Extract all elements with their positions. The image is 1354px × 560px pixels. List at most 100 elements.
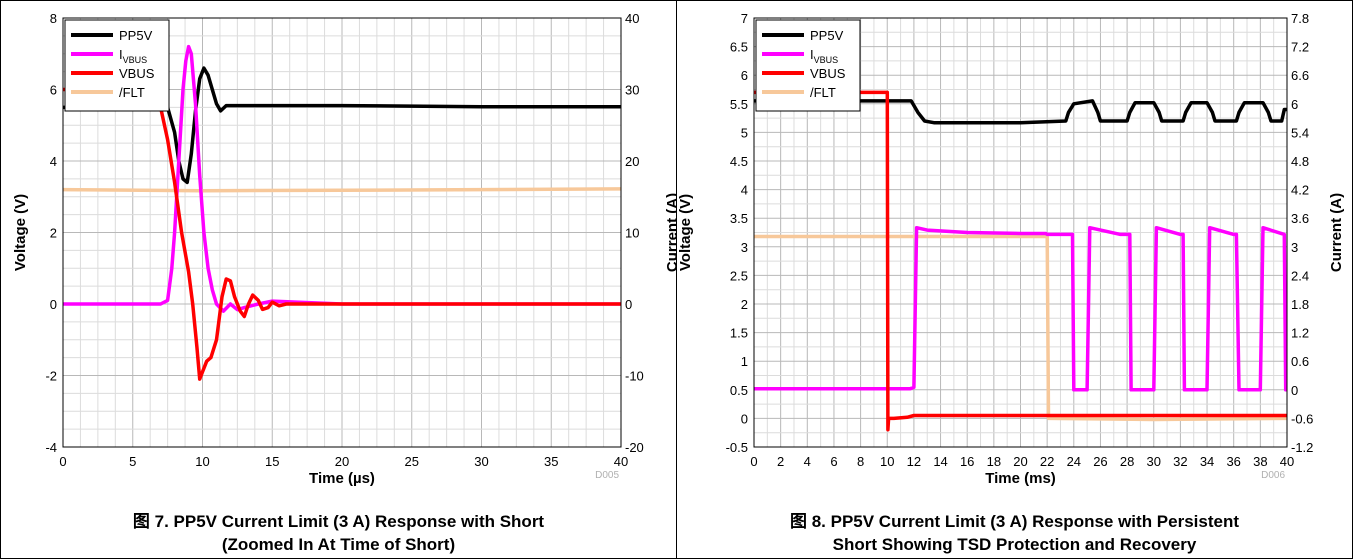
chart-7-ylabel-right: Current (A) xyxy=(664,193,678,272)
chart-8-ytick-right-label: -1.2 xyxy=(1291,440,1313,455)
chart-7-ytick-right-label: 40 xyxy=(625,11,639,26)
chart-8-xtick-label: 36 xyxy=(1226,454,1240,469)
chart-8-legend-label-vbus: VBUS xyxy=(810,66,846,81)
chart-8-ylabel-left: Voltage (V) xyxy=(677,194,694,271)
chart-7-ytick-left-label: -2 xyxy=(45,369,57,384)
caption-8-line-1: 图 8. PP5V Current Limit (3 A) Response w… xyxy=(789,512,1240,531)
chart-7-legend-label-main: I xyxy=(119,47,123,62)
chart-8-xtick-label: 12 xyxy=(907,454,921,469)
chart-7-series-group xyxy=(63,44,621,381)
chart-7-xtick-label: 40 xyxy=(614,454,628,469)
chart-8-series-pp5v-line xyxy=(754,99,1287,125)
chart-8-xtick-label: 6 xyxy=(830,454,837,469)
chart-7-ytick-right-label: -10 xyxy=(625,369,644,384)
chart-8-xtick-label: 24 xyxy=(1067,454,1081,469)
chart-8-xtick-label: 26 xyxy=(1093,454,1107,469)
chart-8-xtick-label: 0 xyxy=(750,454,757,469)
chart-7-ylabel-left: Voltage (V) xyxy=(12,194,29,271)
chart-8-xtick-label: 4 xyxy=(804,454,811,469)
chart-8-plot-border xyxy=(753,17,1288,448)
chart-7-ytick-right-label: 0 xyxy=(625,297,632,312)
chart-8-ytick-right-label: 0.6 xyxy=(1291,354,1309,369)
chart-7-legend-label-sub: VBUS xyxy=(123,55,148,65)
chart-7-series-flt-line xyxy=(63,187,621,193)
chart-8-ytick-right-label: 4.8 xyxy=(1291,154,1309,169)
chart-8-ytick-left-label: 0 xyxy=(741,411,748,426)
chart-7-ytick-right-label: -20 xyxy=(625,440,644,455)
chart-8-ytick-left-label: 6.5 xyxy=(730,40,748,55)
chart-7-id-text: D005 xyxy=(595,470,619,481)
chart-8-legend-label-main: I xyxy=(810,47,814,62)
chart-7-ytick-left-label: 2 xyxy=(50,226,57,241)
caption-8-line-2: Short Showing TSD Protection and Recover… xyxy=(832,535,1197,554)
chart-7-xtick-label: 5 xyxy=(129,454,136,469)
chart-7-xtick-label: 10 xyxy=(195,454,209,469)
chart-8-ytick-left-label: 6 xyxy=(741,68,748,83)
chart-7-ytick-right-label: 10 xyxy=(625,226,639,241)
chart-8-series-i-vbus-line xyxy=(754,225,1287,392)
chart-8-legend-label-flt: /FLT xyxy=(810,85,836,100)
chart-7: 0 5 10 15 20 25 30 35 40-4-202468-20-10010203040… xyxy=(12,11,678,487)
chart-8-xtick-label: 34 xyxy=(1200,454,1214,469)
chart-7-ytick-left-label: 8 xyxy=(50,11,57,26)
caption-8: 图 8. PP5V Current Limit (3 A) Response w… xyxy=(677,510,1352,556)
chart-8-ytick-right-label: 7.8 xyxy=(1291,11,1309,26)
chart-7-legend-label-flt: /FLT xyxy=(119,85,145,100)
chart-8-ytick-left-label: 4.5 xyxy=(730,154,748,169)
chart-8-xtick-label: 14 xyxy=(933,454,947,469)
chart-8-ytick-right-label: 5.4 xyxy=(1291,125,1309,140)
chart-7-legend-label-pp5v: PP5V xyxy=(119,28,153,43)
chart-7-ytick-left-label: 4 xyxy=(50,154,57,169)
chart-8-xlabel: Time (ms) xyxy=(985,470,1056,487)
chart-8-xtick-label: 40 xyxy=(1280,454,1294,469)
chart-8-xtick-label: 28 xyxy=(1120,454,1134,469)
chart-8-ytick-right-label: 3 xyxy=(1291,240,1298,255)
chart-8-xtick-label: 22 xyxy=(1040,454,1054,469)
chart-7-ytick-right-label: 20 xyxy=(625,154,639,169)
caption-7-line-1: 图 7. PP5V Current Limit (3 A) Response w… xyxy=(132,512,545,531)
chart-8-ytick-left-label: 1 xyxy=(741,354,748,369)
chart-7-ytick-right-label: 30 xyxy=(625,83,639,98)
chart-8: 0 2 4 6 8 10 12 14 16 18 20 22 24 26 28 30 32 34 36 38 40-0.… xyxy=(677,11,1345,487)
chart-8-series-group xyxy=(754,90,1287,432)
chart-8-ytick-left-label: 2.5 xyxy=(730,268,748,283)
chart-8-legend-label-sub: VBUS xyxy=(814,55,839,65)
chart-7-ytick-left-label: -4 xyxy=(45,440,57,455)
caption-7: 图 7. PP5V Current Limit (3 A) Response w… xyxy=(1,510,676,556)
chart-8-ytick-right-label: 2.4 xyxy=(1291,268,1309,283)
chart-8-ytick-left-label: 1.5 xyxy=(730,326,748,341)
chart-8-ytick-right-label: 7.2 xyxy=(1291,40,1309,55)
chart-panel-7: 0 5 10 15 20 25 30 35 40 -4 -2 0 2 4 6 8 -20 -10 0 10 20 30 40… xyxy=(0,0,678,559)
chart-7-xlabel: Time (µs) xyxy=(309,470,375,487)
chart-8-xtick-label: 8 xyxy=(857,454,864,469)
chart-8-ytick-left-label: 3 xyxy=(741,240,748,255)
chart-7-xtick-label: 25 xyxy=(405,454,419,469)
chart-8-xtick-label: 20 xyxy=(1013,454,1027,469)
chart-7-series-vbus-line xyxy=(63,87,621,381)
chart-7-legend-label-vbus: VBUS xyxy=(119,66,155,81)
chart-7-xtick-label: 15 xyxy=(265,454,279,469)
chart-8-ytick-left-label: 7 xyxy=(741,11,748,26)
chart-8-xtick-label: 10 xyxy=(880,454,894,469)
chart-8-ytick-right-label: 1.8 xyxy=(1291,297,1309,312)
chart-8-ytick-left-label: 5.5 xyxy=(730,97,748,112)
chart-8-ytick-left-label: 5 xyxy=(741,125,748,140)
chart-7-xtick-label: 20 xyxy=(335,454,349,469)
chart-7-legend-label-main: /FLT xyxy=(119,85,145,100)
chart-8-legend-label-main: /FLT xyxy=(810,85,836,100)
chart-7-xtick-label: 35 xyxy=(544,454,558,469)
chart-7-legend-label-main: VBUS xyxy=(119,66,155,81)
chart-7-xtick-label: 0 xyxy=(59,454,66,469)
chart-8-xtick-label: 18 xyxy=(987,454,1001,469)
chart-7-plot-border xyxy=(62,17,622,448)
chart-8-ytick-right-label: 4.2 xyxy=(1291,183,1309,198)
chart-8-ytick-right-label: 3.6 xyxy=(1291,211,1309,226)
chart-8-xtick-label: 16 xyxy=(960,454,974,469)
chart-8-xtick-label: 32 xyxy=(1173,454,1187,469)
chart-8-ytick-right-label: 6 xyxy=(1291,97,1298,112)
chart-8-ytick-left-label: -0.5 xyxy=(726,440,748,455)
chart-8-ytick-left-label: 3.5 xyxy=(730,211,748,226)
chart-8-ytick-right-label: 6.6 xyxy=(1291,68,1309,83)
